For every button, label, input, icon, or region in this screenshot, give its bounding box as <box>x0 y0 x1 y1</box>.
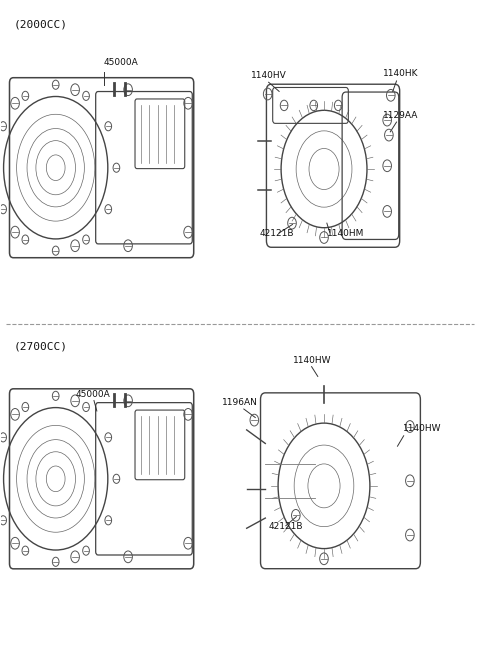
Text: 45000A: 45000A <box>75 390 110 400</box>
Text: 1140HW: 1140HW <box>293 356 332 365</box>
Text: (2000CC): (2000CC) <box>13 20 67 29</box>
Text: (2700CC): (2700CC) <box>13 342 67 352</box>
Text: 42121B: 42121B <box>260 229 295 238</box>
Text: 1196AN: 1196AN <box>222 398 258 407</box>
Text: 42121B: 42121B <box>269 522 303 531</box>
Text: 1140HW: 1140HW <box>403 424 442 433</box>
Text: 1129AA: 1129AA <box>383 111 419 120</box>
Text: 1140HK: 1140HK <box>383 69 419 79</box>
Text: 1140HV: 1140HV <box>251 71 286 80</box>
Text: 45000A: 45000A <box>104 58 139 67</box>
Text: 1140HM: 1140HM <box>327 229 364 238</box>
